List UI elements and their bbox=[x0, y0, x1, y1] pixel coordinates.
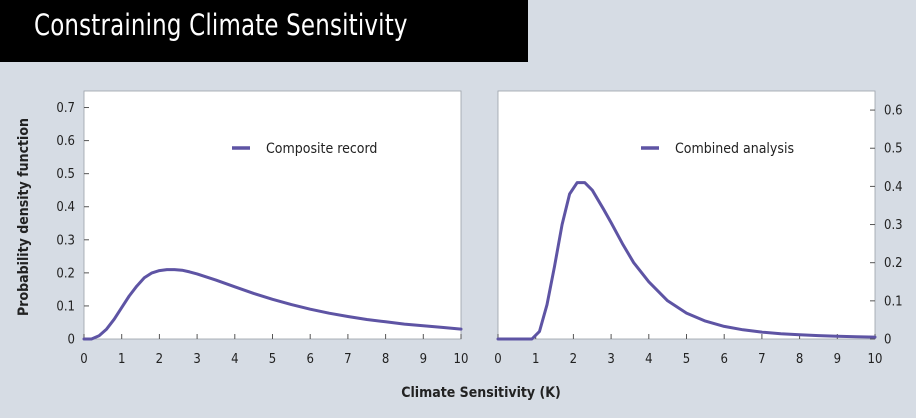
panel-2-x-tick-label: 10 bbox=[868, 352, 883, 367]
y-axis-title: Probability density function bbox=[16, 118, 32, 316]
panel-1-x-tick-label: 3 bbox=[193, 352, 200, 367]
panel-2-plot-area bbox=[497, 90, 876, 340]
panel-1-x-tick-label: 9 bbox=[420, 352, 427, 367]
panel-1-x-tick-label: 6 bbox=[306, 352, 313, 367]
panel-1-x-tick-label: 1 bbox=[118, 352, 125, 367]
panel-2-y-tick-label: 0.3 bbox=[884, 218, 903, 233]
panel-1-y-tick-label: 0.7 bbox=[56, 101, 75, 116]
panel-1-x-tick-label: 10 bbox=[454, 352, 469, 367]
panel-2-x-tick-label: 0 bbox=[494, 352, 501, 367]
panel-2-x-tick-label: 3 bbox=[607, 352, 614, 367]
panel-2-y-tick-label: 0 bbox=[884, 333, 891, 348]
panel-1-legend-label: Composite record bbox=[266, 141, 377, 157]
panel-2-y-tick-label: 0.4 bbox=[884, 180, 903, 195]
panel-1-y-tick-label: 0.5 bbox=[56, 167, 75, 182]
panel-1-y-tick-label: 0.4 bbox=[56, 200, 75, 215]
panel-1-x-tick-label: 4 bbox=[231, 352, 238, 367]
panel-2-x-tick-label: 7 bbox=[758, 352, 765, 367]
panel-2-y-tick-label: 0.2 bbox=[884, 256, 903, 271]
panel-2-x-tick-label: 8 bbox=[796, 352, 803, 367]
panel-2-y-tick-label: 0.5 bbox=[884, 142, 903, 157]
panel-1-y-tick-label: 0.2 bbox=[56, 266, 75, 281]
panel-2-x-tick-label: 2 bbox=[570, 352, 577, 367]
panel-2-y-tick-label: 0.6 bbox=[884, 104, 903, 119]
panel-1-y-tick-label: 0.6 bbox=[56, 134, 75, 149]
panel-1-plot-area bbox=[83, 90, 462, 340]
panel-2-x-tick-label: 1 bbox=[532, 352, 539, 367]
panel-1-x-tick-label: 8 bbox=[382, 352, 389, 367]
panel-2-legend-label: Combined analysis bbox=[675, 141, 794, 157]
panel-2-x-tick-label: 4 bbox=[645, 352, 652, 367]
panel-1-y-tick-label: 0 bbox=[68, 333, 75, 348]
panel-2-x-tick-label: 5 bbox=[683, 352, 690, 367]
panel-1-y-tick-label: 0.3 bbox=[56, 233, 75, 248]
panel-1-x-tick-label: 2 bbox=[156, 352, 163, 367]
panel-1-series-line bbox=[82, 268, 463, 341]
panel-1-x-tick-label: 5 bbox=[269, 352, 276, 367]
x-axis-title: Climate Sensitivity (K) bbox=[401, 385, 561, 401]
panel-2-x-tick-label: 9 bbox=[834, 352, 841, 367]
panel-1-x-tick-label: 0 bbox=[80, 352, 87, 367]
title-bar: Constraining Climate Sensitivity bbox=[0, 0, 528, 62]
panel-1-y-tick-label: 0.1 bbox=[56, 299, 75, 314]
chart-title: Constraining Climate Sensitivity bbox=[34, 8, 408, 42]
panel-2-y-tick-label: 0.1 bbox=[884, 294, 903, 309]
panel-2-x-tick-label: 6 bbox=[720, 352, 727, 367]
panel-2-series-line bbox=[496, 181, 877, 341]
panel-1-x-tick-label: 7 bbox=[344, 352, 351, 367]
